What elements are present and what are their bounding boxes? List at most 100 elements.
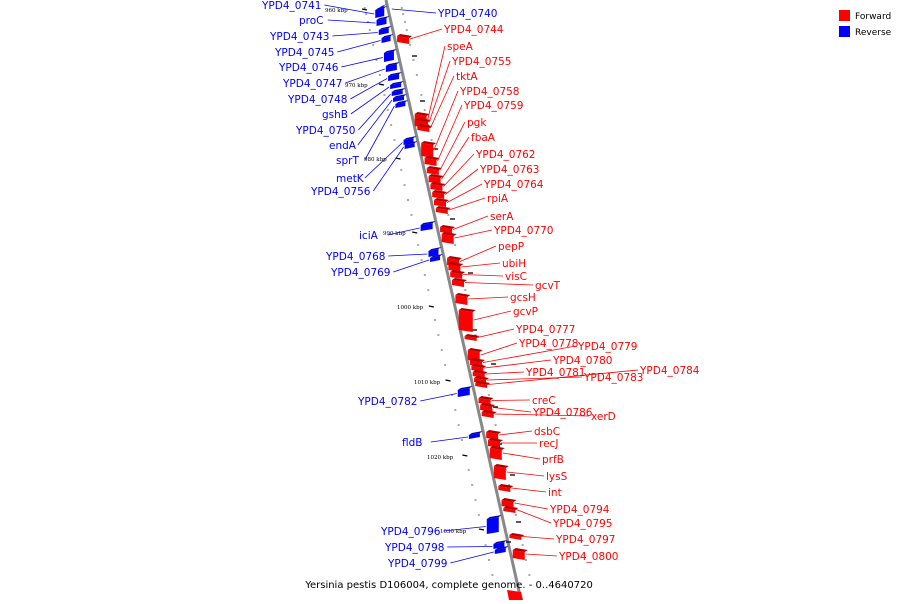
forward-gene-block[interactable] (448, 264, 461, 272)
forward-gene-block[interactable] (452, 280, 464, 287)
forward-gene-label[interactable]: rpiA (487, 193, 509, 205)
reverse-gene-label[interactable]: iciA (359, 230, 379, 242)
forward-gene-label[interactable]: tktA (456, 71, 478, 83)
forward-gene-label[interactable]: YPD4_0783 (583, 372, 643, 384)
reverse-gene-label[interactable]: YPD4_0748 (287, 94, 347, 106)
forward-gene-label[interactable]: YPD4_0764 (483, 179, 544, 191)
forward-gene-label[interactable]: YPD4_0770 (493, 225, 553, 237)
reverse-gene-label[interactable]: YPD4_0750 (295, 125, 355, 137)
forward-gene-label[interactable]: YPD4_0758 (459, 86, 519, 98)
forward-gene-label[interactable]: recJ (539, 438, 558, 450)
forward-gene-label[interactable]: YPD4_0786 (532, 407, 593, 419)
forward-gene-label[interactable]: speA (447, 41, 474, 53)
forward-gene-block[interactable] (430, 184, 443, 191)
forward-gene-label[interactable]: YPD4_0797 (555, 534, 615, 546)
forward-gene-label[interactable]: YPD4_0779 (577, 341, 637, 353)
reverse-gene-block[interactable] (388, 74, 400, 81)
forward-gene-block[interactable] (440, 227, 453, 234)
forward-gene-block[interactable] (509, 535, 522, 540)
reverse-gene-label[interactable]: YPD4_0746 (278, 62, 339, 74)
forward-gene-label[interactable]: ubiH (502, 258, 526, 270)
reverse-gene-label[interactable]: YPD4_0745 (274, 47, 334, 59)
reverse-gene-label[interactable]: sprT (336, 155, 359, 167)
forward-gene-label[interactable]: int (548, 487, 562, 499)
forward-gene-block[interactable] (421, 143, 434, 158)
reverse-gene-block[interactable] (383, 51, 394, 62)
forward-gene-block[interactable] (424, 158, 437, 166)
forward-gene-label[interactable]: lysS (546, 471, 568, 483)
reverse-gene-block[interactable] (420, 223, 433, 231)
forward-gene-block[interactable] (480, 405, 493, 412)
reverse-gene-label[interactable]: YPD4_0747 (282, 78, 342, 90)
forward-gene-block[interactable] (507, 590, 523, 600)
forward-gene-block[interactable] (486, 432, 499, 440)
forward-gene-label[interactable]: YPD4_0755 (451, 56, 511, 68)
reverse-gene-block[interactable] (381, 36, 391, 43)
forward-gene-label[interactable]: YPD4_0778 (518, 338, 578, 350)
forward-gene-label[interactable]: gcvT (535, 280, 561, 292)
reverse-gene-block[interactable] (428, 249, 439, 257)
reverse-gene-label[interactable]: YPD4_0740 (437, 8, 497, 20)
reverse-gene-block[interactable] (385, 64, 397, 72)
forward-gene-label[interactable]: YPD4_0777 (515, 324, 575, 336)
forward-gene-block[interactable] (464, 336, 477, 341)
forward-gene-label[interactable]: pgk (467, 117, 487, 129)
forward-gene-label[interactable]: YPD4_0763 (479, 164, 539, 176)
forward-gene-label[interactable]: gcvP (513, 306, 538, 318)
reverse-gene-label[interactable]: gshB (322, 109, 348, 121)
forward-gene-block[interactable] (493, 466, 506, 480)
reverse-gene-label[interactable]: YPD4_0756 (310, 186, 371, 198)
forward-gene-label[interactable]: YPD4_0759 (463, 100, 523, 112)
forward-gene-label[interactable]: YPD4_0800 (558, 551, 618, 563)
forward-gene-block[interactable] (441, 234, 454, 244)
forward-gene-block[interactable] (455, 295, 468, 305)
forward-gene-label[interactable]: YPD4_0781 (525, 367, 585, 379)
reverse-gene-label[interactable]: YPD4_0769 (330, 267, 390, 279)
forward-gene-label[interactable]: YPD4_0794 (549, 504, 610, 516)
reverse-gene-label[interactable]: YPD4_0798 (384, 542, 444, 554)
reverse-gene-label[interactable]: YPD4_0743 (269, 31, 329, 43)
forward-gene-block[interactable] (478, 398, 491, 405)
forward-gene-block[interactable] (434, 200, 446, 207)
reverse-gene-block[interactable] (378, 28, 389, 35)
forward-gene-label[interactable]: fbaA (471, 132, 496, 144)
reverse-gene-block[interactable] (375, 8, 385, 18)
forward-gene-block[interactable] (432, 192, 445, 199)
forward-gene-label[interactable]: YPD4_0780 (552, 355, 612, 367)
reverse-gene-block[interactable] (457, 388, 470, 397)
forward-gene-block[interactable] (428, 176, 441, 184)
forward-gene-block[interactable] (475, 383, 488, 388)
forward-gene-label[interactable]: YPD4_0784 (639, 365, 700, 377)
reverse-gene-label[interactable]: YPD4_0768 (325, 251, 385, 263)
reverse-gene-block[interactable] (493, 542, 505, 549)
forward-gene-label[interactable]: prfB (542, 454, 564, 466)
forward-gene-block[interactable] (501, 500, 514, 508)
reverse-gene-label[interactable]: proC (299, 15, 324, 27)
forward-gene-block[interactable] (512, 550, 525, 560)
forward-gene-block[interactable] (488, 440, 500, 448)
forward-gene-label[interactable]: serA (490, 211, 514, 223)
reverse-gene-block[interactable] (378, 6, 384, 10)
reverse-gene-block[interactable] (376, 18, 387, 26)
forward-gene-block[interactable] (426, 168, 439, 175)
reverse-gene-label[interactable]: YPD4_0799 (387, 558, 447, 570)
forward-gene-block[interactable] (503, 508, 516, 513)
forward-gene-label[interactable]: pepP (498, 241, 524, 253)
reverse-gene-block[interactable] (486, 517, 499, 534)
reverse-gene-label[interactable]: metK (336, 173, 365, 185)
forward-gene-label[interactable]: xerD (591, 411, 616, 423)
forward-gene-label[interactable]: creC (532, 395, 556, 407)
forward-gene-block[interactable] (489, 448, 502, 460)
reverse-gene-label[interactable]: YPD4_0782 (357, 396, 417, 408)
reverse-gene-label[interactable]: YPD4_0796 (380, 526, 441, 538)
forward-gene-label[interactable]: gcsH (510, 292, 536, 304)
forward-gene-block[interactable] (397, 36, 410, 44)
forward-gene-label[interactable]: YPD4_0762 (475, 149, 535, 161)
reverse-gene-label[interactable]: YPD4_0741 (261, 0, 321, 12)
forward-gene-label[interactable]: dsbC (534, 426, 560, 438)
forward-gene-block[interactable] (450, 272, 463, 279)
forward-gene-label[interactable]: YPD4_0795 (552, 518, 612, 530)
reverse-gene-label[interactable]: endA (329, 140, 357, 152)
forward-gene-block[interactable] (458, 310, 473, 332)
reverse-gene-label[interactable]: fldB (402, 437, 422, 449)
